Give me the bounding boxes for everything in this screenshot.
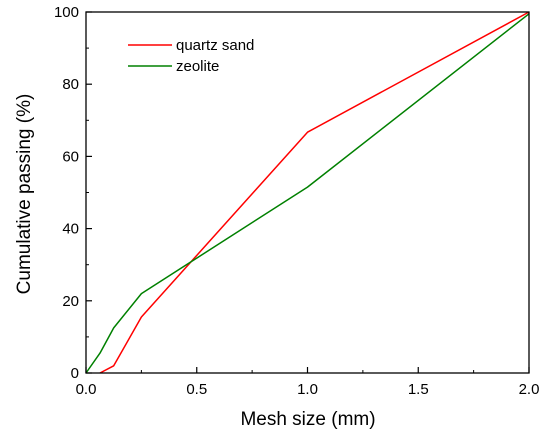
series-lines	[85, 11, 530, 374]
y-axis-title: Cumulative passing (%)	[14, 94, 35, 295]
series-line-zeolite	[85, 13, 530, 374]
plot-frame	[85, 11, 530, 374]
y-tick-label: 20	[62, 293, 79, 310]
y-tick-label: 0	[71, 365, 79, 382]
x-tick-label: 2.0	[519, 381, 540, 398]
x-axis-title: Mesh size (mm)	[240, 409, 375, 430]
x-tick-label: 1.0	[297, 381, 318, 398]
y-tick-label: 100	[54, 4, 79, 21]
x-tick-label: 0.0	[76, 381, 97, 398]
y-tick-label: 60	[62, 148, 79, 165]
legend: quartz sand zeolite	[128, 37, 254, 75]
y-tick-label: 40	[62, 221, 79, 238]
axis-ticks: 0.0 0.5 1.0 1.5 2.0 0 20 40 60 80 100	[54, 4, 539, 398]
legend-label-quartz-sand: quartz sand	[176, 37, 254, 54]
x-tick-label: 0.5	[186, 381, 207, 398]
series-line-quartz-sand	[99, 11, 530, 374]
x-tick-label: 1.5	[408, 381, 429, 398]
y-tick-label: 80	[62, 76, 79, 93]
legend-label-zeolite: zeolite	[176, 58, 219, 75]
